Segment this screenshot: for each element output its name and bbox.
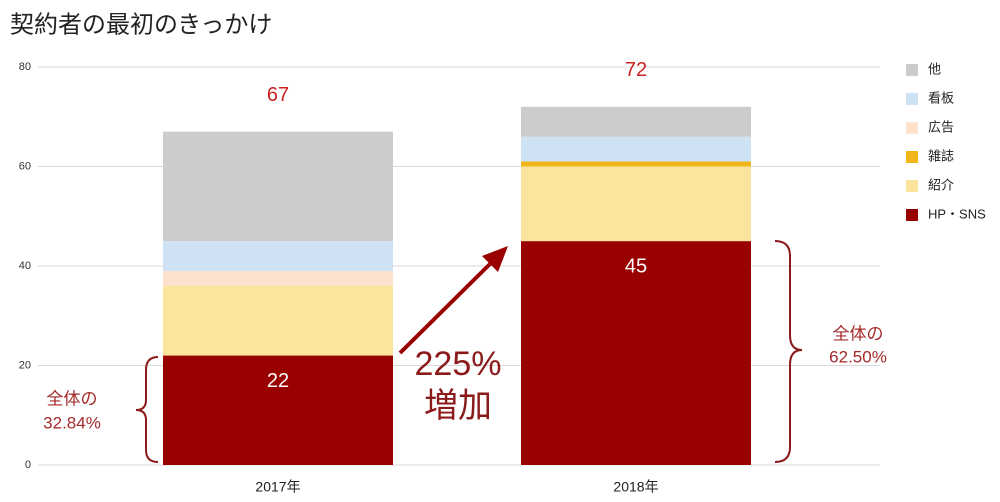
left-brace — [135, 356, 159, 463]
y-tick-label: 80 — [19, 61, 31, 73]
legend-swatch — [906, 122, 918, 134]
legend-swatch — [906, 209, 918, 221]
bar-segment — [521, 136, 751, 162]
annotation: 全体の — [833, 324, 884, 343]
total-label: 67 — [267, 84, 289, 106]
total-label: 72 — [625, 59, 647, 81]
bar-segment — [521, 241, 751, 465]
y-tick-label: 60 — [19, 160, 31, 172]
legend-label: 紹介 — [928, 177, 954, 192]
bar-segment — [163, 131, 393, 242]
y-tick-label: 40 — [19, 260, 31, 272]
bar-segment — [163, 270, 393, 286]
legend-swatch — [906, 93, 918, 105]
legend-swatch — [906, 64, 918, 76]
legend-label: 看板 — [928, 90, 954, 105]
bar-segment — [163, 285, 393, 356]
legend-swatch — [906, 151, 918, 163]
annotation: 225% — [415, 345, 502, 383]
bar-segment — [163, 241, 393, 271]
annotation: 62.50% — [829, 347, 887, 366]
y-tick-label: 20 — [19, 359, 31, 371]
legend-label: HP・SNS — [928, 206, 986, 221]
growth-arrowhead — [482, 246, 508, 272]
chart-title: 契約者の最初のきっかけ — [10, 11, 272, 38]
annotation: 32.84% — [43, 413, 101, 432]
annotation: 増加 — [424, 387, 492, 425]
legend-label: 広告 — [928, 119, 954, 134]
legend-label: 他 — [928, 61, 941, 76]
legend-swatch — [906, 180, 918, 192]
x-tick-label: 2018年 — [613, 479, 658, 495]
x-tick-label: 2017年 — [255, 479, 300, 495]
growth-arrow — [398, 258, 496, 355]
bar-segment — [521, 161, 751, 167]
data-label: 22 — [267, 370, 289, 392]
y-tick-label: 0 — [25, 459, 31, 471]
bar-segment — [163, 355, 393, 465]
bar-segment — [521, 106, 751, 137]
bar-segment — [521, 166, 751, 242]
annotation: 全体の — [47, 389, 98, 408]
data-label: 45 — [625, 255, 647, 277]
right-brace — [774, 240, 803, 463]
legend-label: 雑誌 — [928, 148, 954, 163]
